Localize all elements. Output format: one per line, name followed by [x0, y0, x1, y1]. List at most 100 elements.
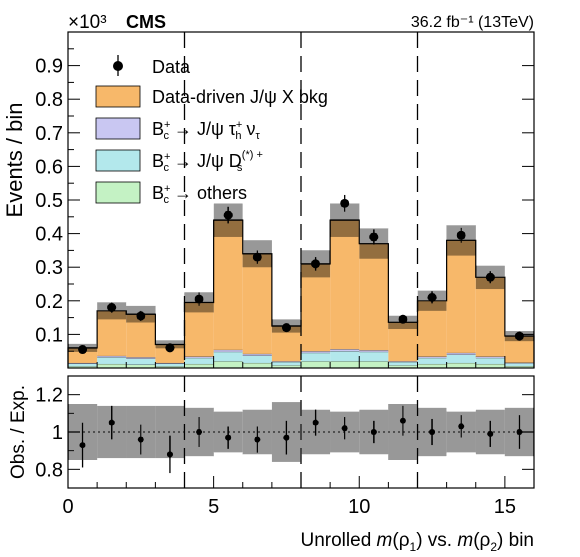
bar-1-3 — [155, 363, 185, 367]
data-point-9 — [340, 198, 350, 208]
ratio-point-5 — [225, 434, 232, 441]
xtick-label-2: 10 — [348, 496, 370, 518]
ratio-point-8 — [312, 419, 319, 426]
bar-2-1 — [97, 355, 127, 358]
ratio-point-9 — [341, 425, 348, 432]
ratio-point-7 — [283, 434, 290, 441]
ytick-label-3: 0.4 — [35, 224, 63, 246]
bar-1-15 — [504, 363, 534, 366]
legend-label-others: B+ c → others — [152, 183, 247, 206]
top-ylabel: Events / bin — [2, 103, 27, 218]
bar-3-13 — [446, 240, 476, 353]
data-point-1 — [107, 303, 117, 313]
data-point-7 — [281, 323, 291, 333]
legend-label-data: Data — [152, 57, 191, 77]
bar-3-10 — [359, 243, 389, 351]
data-point-2 — [136, 311, 146, 321]
main-plot-panel: 0.1 0.2 0.3 0.4 0.5 0.6 0.7 0.8 0.9 Events / bin — [2, 31, 535, 369]
data-point-12 — [427, 292, 437, 302]
bar-1-7 — [271, 361, 301, 366]
data-point-13 — [456, 230, 466, 240]
data-point-0 — [78, 345, 88, 355]
bar-2-13 — [446, 352, 476, 355]
bar-0-0 — [68, 366, 98, 368]
bar-2-10 — [359, 350, 389, 352]
experiment-label: CMS — [126, 12, 166, 32]
data-point-5 — [223, 210, 233, 220]
bar-0-5 — [213, 361, 243, 368]
ratio-point-2 — [137, 436, 144, 443]
ratio-point-6 — [254, 436, 261, 443]
ratio-ylabel: Obs. / Exp. — [8, 385, 29, 479]
x-axis-label: Unrolled m(ρ1) vs. m(ρ2) bin — [301, 530, 535, 554]
bar-0-14 — [475, 363, 505, 368]
bar-2-11 — [388, 361, 418, 362]
bar-2-3 — [155, 362, 185, 364]
bar-1-13 — [446, 354, 476, 363]
bar-1-8 — [301, 352, 331, 362]
bar-0-10 — [359, 361, 389, 368]
bar-3-8 — [301, 263, 331, 352]
ratio-point-15 — [516, 429, 523, 435]
legend-item-ds: B+ c → J/ψ D(*) + s — [95, 149, 263, 174]
bar-2-4 — [184, 356, 214, 358]
bar-0-15 — [504, 365, 534, 368]
xtick-label-0: 0 — [62, 496, 73, 518]
ytick-label-5: 0.6 — [35, 156, 63, 178]
ratio-point-13 — [458, 423, 465, 430]
ratio-point-10 — [370, 429, 377, 435]
data-point-14 — [485, 272, 495, 282]
legend-item-bkg: Data-driven J/ψ X bkg — [95, 85, 328, 108]
bar-0-11 — [388, 365, 418, 368]
ytick-label-7: 0.8 — [35, 89, 63, 111]
bar-1-6 — [242, 355, 272, 363]
bar-1-2 — [126, 358, 156, 365]
data-point-3 — [165, 343, 175, 353]
ytick-label-8: 0.9 — [35, 56, 63, 78]
legend-item-tau: B+ c → J/ψ τ+ h ντ — [95, 117, 260, 142]
legend-label-tau: B+ c → J/ψ τ+ h ντ — [152, 119, 260, 142]
bar-1-11 — [388, 361, 418, 366]
bar-2-7 — [271, 361, 301, 362]
bar-3-3 — [155, 344, 185, 363]
ratio-ytick-label-1: 1 — [52, 422, 63, 444]
ratio-point-14 — [487, 430, 494, 437]
bar-1-9 — [330, 351, 360, 362]
ratio-ytick-label-0: 0.8 — [35, 459, 63, 481]
bar-0-12 — [417, 363, 447, 368]
ratio-point-0 — [79, 442, 86, 449]
xtick-label-3: 15 — [494, 496, 516, 518]
bar-2-6 — [242, 353, 272, 356]
ytick-label-1: 0.2 — [35, 291, 63, 313]
ytick-label-0: 0.1 — [35, 324, 63, 346]
bar-1-14 — [475, 357, 505, 364]
ratio-point-11 — [399, 417, 406, 424]
ratio-point-12 — [429, 429, 436, 435]
bar-2-15 — [504, 362, 534, 364]
bar-2-5 — [213, 349, 243, 352]
bar-0-4 — [184, 363, 214, 368]
bar-2-12 — [417, 356, 447, 358]
bar-1-5 — [213, 351, 243, 362]
bar-0-9 — [330, 361, 360, 368]
ratio-point-3 — [166, 451, 173, 458]
bar-3-6 — [242, 253, 272, 354]
multiplier-label: ×10³ — [68, 12, 107, 33]
data-point-11 — [398, 314, 408, 324]
legend-label-ds: B+ c → J/ψ D(*) + s — [152, 149, 263, 174]
bar-1-12 — [417, 357, 447, 364]
lumi-label: 36.2 fb⁻¹ (13TeV) — [411, 14, 534, 31]
bar-0-6 — [242, 362, 272, 368]
ytick-label-4: 0.5 — [35, 190, 63, 212]
bar-3-5 — [213, 220, 243, 350]
bar-1-1 — [97, 357, 127, 364]
bar-1-0 — [68, 363, 98, 367]
bar-0-13 — [446, 362, 476, 368]
bar-0-7 — [271, 365, 301, 368]
legend-item-others: B+ c → others — [95, 181, 247, 206]
bar-2-9 — [330, 349, 360, 352]
xtick-label-1: 5 — [208, 496, 219, 518]
bar-0-3 — [155, 366, 185, 368]
legend-label-bkg: Data-driven J/ψ X bkg — [152, 87, 328, 107]
